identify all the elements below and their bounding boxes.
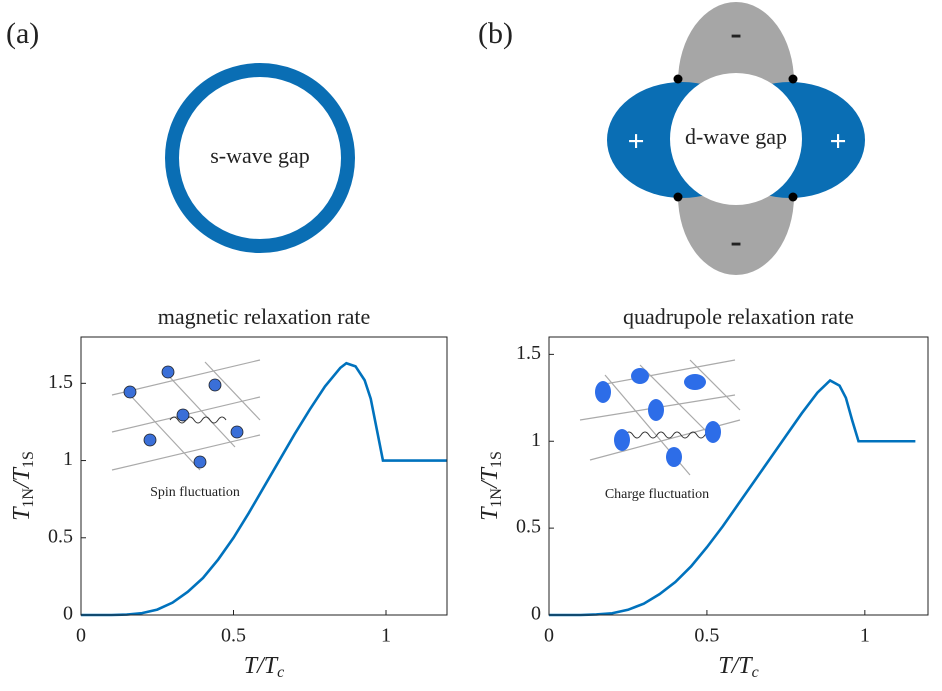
y-axis-label-part: /T <box>9 466 35 490</box>
panel-tag: (a) <box>6 17 39 50</box>
y-tick-label: 1.5 <box>48 371 73 393</box>
y-tick-label: 0 <box>531 603 541 625</box>
data-line <box>549 378 916 617</box>
y-axis-label-part: /T <box>477 466 503 490</box>
x-tick-label: 0 <box>76 625 86 647</box>
x-axis-label-sub: c <box>752 664 759 681</box>
y-axis-label-sub: 1N <box>488 488 505 508</box>
y-axis-label-part: T <box>9 506 35 521</box>
y-tick-label: 1.5 <box>516 342 541 364</box>
x-tick-label: 0.5 <box>221 625 246 647</box>
y-axis-label-sub: 1S <box>20 451 37 468</box>
x-axis-label-sub: c <box>277 664 284 681</box>
x-axis-label: T/Tc <box>718 653 758 681</box>
lobe-sign: + <box>627 125 644 158</box>
gap-label: d-wave gap <box>685 124 787 149</box>
y-axis-label: T1N/T1S <box>477 451 505 521</box>
inset-label: Spin fluctuation <box>150 485 240 500</box>
charge-lattice-inset <box>579 359 741 476</box>
panel-tag: (b) <box>478 17 513 50</box>
x-axis-label: T/Tc <box>244 653 284 681</box>
lobe-sign: - <box>730 223 741 260</box>
d-wave-gap <box>607 2 865 275</box>
x-axis-label-part: T/T <box>718 653 753 679</box>
y-axis-label-part: T <box>477 506 503 521</box>
x-tick-label: 1 <box>860 625 870 647</box>
x-axis-label-part: T/T <box>244 653 279 679</box>
data-line <box>81 361 447 617</box>
chart-title: magnetic relaxation rate <box>158 304 371 329</box>
x-tick-label: 0 <box>544 625 554 647</box>
y-tick-label: 0.5 <box>48 525 73 547</box>
y-tick-label: 1 <box>63 448 73 470</box>
chart-title: quadrupole relaxation rate <box>623 304 854 329</box>
inset-label: Charge fluctuation <box>605 487 709 502</box>
gap-label: s-wave gap <box>210 143 310 168</box>
x-tick-label: 0.5 <box>694 625 719 647</box>
y-tick-label: 1 <box>531 429 541 451</box>
s-wave-ring <box>165 63 355 253</box>
lobe-sign: + <box>829 125 846 158</box>
y-axis-label-sub: 1N <box>20 488 37 508</box>
x-tick-label: 1 <box>381 625 391 647</box>
y-tick-label: 0 <box>63 603 73 625</box>
y-axis-label-sub: 1S <box>488 451 505 468</box>
spin-lattice-inset <box>111 359 261 471</box>
y-tick-label: 0.5 <box>516 516 541 538</box>
y-axis-label: T1N/T1S <box>9 451 37 521</box>
axes-frame <box>548 336 929 616</box>
axes-frame <box>80 336 448 616</box>
lobe-sign: - <box>730 15 741 52</box>
